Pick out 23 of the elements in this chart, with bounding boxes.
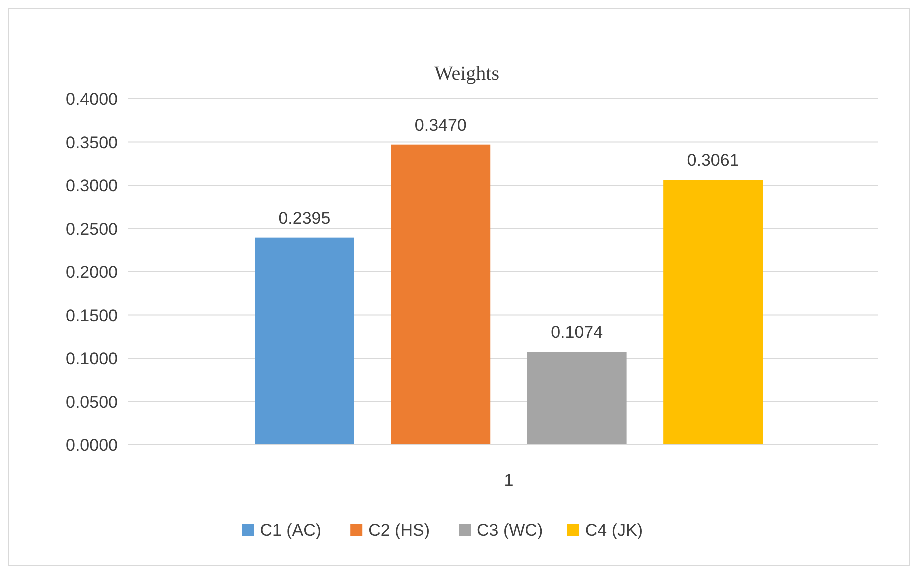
y-tick-label: 0.3000 (66, 176, 118, 196)
y-tick-label: 0.2500 (66, 220, 118, 239)
y-tick-label: 0.1500 (66, 306, 118, 326)
text: 0.3061 (687, 151, 740, 170)
bar (527, 352, 627, 445)
y-tick-label: 0.4000 (66, 90, 118, 109)
bar (391, 144, 491, 445)
bar (664, 180, 763, 445)
y-tick-label: 0.0500 (66, 392, 118, 412)
y-tick-label: 0.3500 (66, 133, 118, 152)
bar (255, 238, 354, 445)
legend-label: C3 (WC) (477, 521, 544, 540)
text: 0.3470 (414, 116, 467, 135)
y-tick-label: 0.1000 (66, 350, 118, 368)
legend-label: C4 (JK) (585, 521, 644, 540)
y-tick-label: 0.0000 (66, 436, 118, 455)
legend-label: C2 (HS) (368, 521, 430, 540)
text: 0.1074 (551, 323, 604, 342)
legend-label: C1 (AC) (260, 521, 322, 540)
x-tick-label: 1 (504, 471, 514, 490)
text: 0.2395 (278, 208, 331, 228)
chart-title: Weights (434, 63, 500, 85)
y-tick-label: 0.2000 (66, 263, 118, 282)
